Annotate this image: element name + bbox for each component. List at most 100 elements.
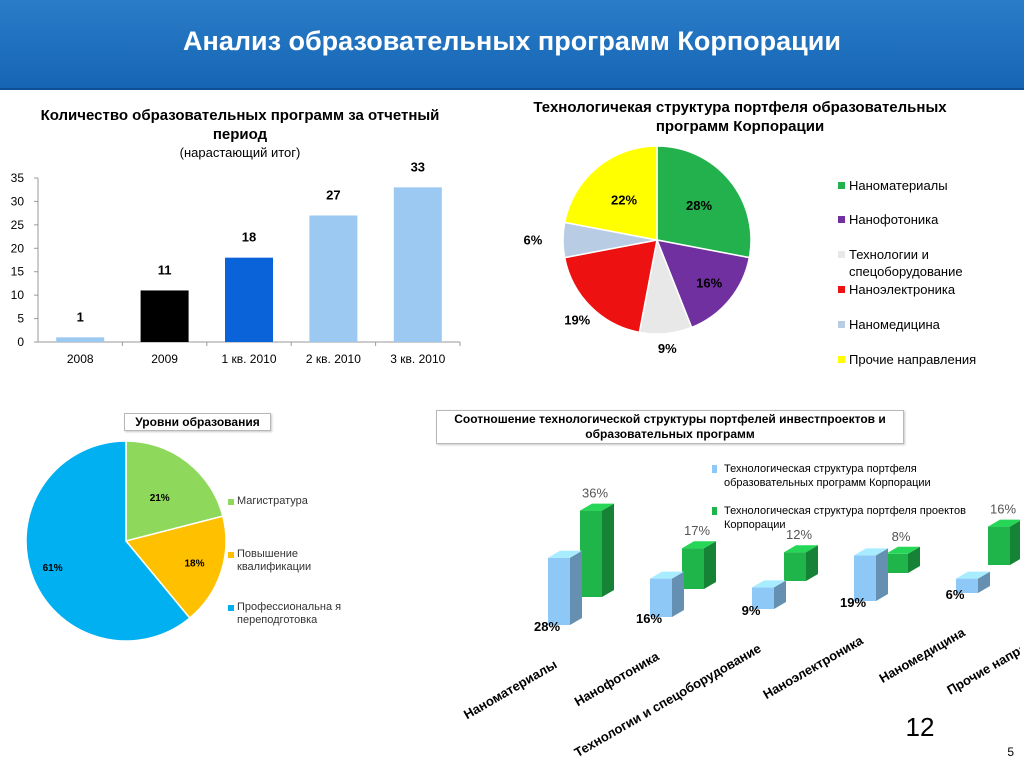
education-pie-slice (125, 440, 224, 542)
bar-front (956, 578, 978, 593)
legend-swatch (228, 499, 234, 505)
bar-top (548, 550, 582, 558)
bar (56, 337, 105, 342)
education-pie-slice-label: 18% (184, 559, 204, 570)
x-category-label: Наноматериалы (461, 657, 559, 723)
bar-top (956, 571, 990, 579)
y-tick-label: 15 (11, 265, 25, 279)
bar (225, 257, 273, 342)
bar-top (988, 519, 1020, 527)
bar-side (978, 571, 990, 593)
bar-front (886, 553, 908, 573)
y-tick-label: 5 (17, 312, 24, 326)
y-tick-label: 20 (11, 241, 25, 255)
bar-data-label: 1 (77, 309, 84, 324)
legend-swatch (838, 286, 845, 293)
legend-swatch (838, 321, 845, 328)
bar-side (570, 550, 582, 625)
legend-label: Нанофотоника (849, 212, 939, 227)
comparison-3d-bar-chart: 36% 28% Наноматериалы 17% 16% Нанофотоника 12%… (461, 486, 1020, 760)
bar-3d (548, 550, 582, 625)
portfolio-pie-slice-label: 6% (524, 233, 543, 248)
portfolio-pie-slice-label: 28% (686, 198, 712, 213)
portfolio-pie-slice (563, 239, 658, 334)
bar (309, 215, 358, 342)
bar-3d (682, 541, 716, 589)
bar-chart-title: Количество образовательных программ за о… (40, 107, 440, 143)
bar-data-label: 12% (786, 527, 812, 542)
bar-data-label: 36% (582, 486, 608, 501)
education-pie-slice (25, 440, 191, 642)
bar-front (650, 578, 672, 617)
bar-front (682, 548, 704, 589)
bar-3d (886, 546, 920, 573)
bar-front (988, 526, 1010, 565)
x-tick-label: 1 кв. 2010 (222, 352, 277, 366)
portfolio-pie-slice-label: 19% (564, 312, 590, 327)
y-tick-label: 10 (11, 288, 25, 302)
legend-label: Профессиональна я переподготовка (237, 601, 342, 626)
bar-side (602, 503, 614, 597)
y-tick-label: 35 (11, 171, 25, 185)
x-category-label: Наноэлектроника (760, 632, 866, 702)
x-category-label: Технологии и спецоборудование (572, 641, 764, 760)
portfolio-pie-slice (563, 145, 658, 241)
legend-swatch (228, 605, 234, 611)
bar-chart-subtitle: (нарастающий итог) (179, 145, 301, 160)
bar-data-label: 17% (684, 523, 710, 538)
bar-front (752, 587, 774, 609)
y-tick-label: 25 (11, 218, 25, 232)
page-number: 12 (905, 712, 935, 742)
legend-label: Наноматериалы (849, 178, 948, 193)
bar-side (908, 546, 920, 573)
bar-data-label: 8% (892, 529, 911, 544)
portfolio-pie-chart: 28% 16% 9% 19% 6% 22% (524, 145, 752, 356)
x-tick-label: 2009 (151, 352, 178, 366)
bar-top (854, 548, 888, 556)
bar-top (650, 571, 684, 579)
x-tick-label: 2008 (67, 352, 94, 366)
legend-swatch (838, 251, 845, 258)
bar-data-label: 28% (534, 619, 560, 634)
education-pie-slice-label: 21% (150, 493, 170, 504)
bar-side (774, 580, 786, 609)
legend-label: Технологическая структура портфеля проек… (724, 505, 966, 531)
x-tick-label: 3 кв. 2010 (390, 352, 445, 366)
bar-3d (988, 519, 1020, 565)
bar-data-label: 11 (158, 262, 172, 277)
bar-data-label: 9% (742, 603, 761, 618)
legend-label: Технологическая структура портфеля образ… (724, 463, 931, 489)
bar-3d (854, 548, 888, 601)
legend-swatch (228, 552, 234, 558)
legend-swatch (838, 356, 845, 363)
bar-3d (956, 571, 990, 593)
slide-title: Анализ образовательных программ Корпорац… (183, 26, 841, 56)
slide-number: 5 (1007, 745, 1014, 759)
portfolio-pie-slice-label: 16% (696, 276, 722, 291)
bar-3d (650, 571, 684, 617)
legend-swatch (712, 507, 717, 515)
bar-3d (580, 503, 614, 597)
bar-chart: 0 5 10 15 20 25 30 35 1 2008 11 2009 18 1 кв. 2010 27 2… (11, 160, 461, 366)
bar-top (752, 580, 786, 588)
slide-header: Анализ образовательных программ Корпорац… (0, 0, 1024, 90)
bar-data-label: 33 (411, 160, 425, 174)
bar-data-label: 6% (946, 587, 965, 602)
x-category-label: Наномедицина (877, 624, 969, 686)
bar-3d (752, 580, 786, 609)
bar-side (1010, 520, 1020, 565)
legend-swatch (838, 216, 845, 223)
bar-side (704, 541, 716, 589)
legend-swatch (712, 465, 717, 473)
bar (393, 187, 442, 342)
portfolio-pie-slice (655, 239, 751, 329)
bar-top (580, 503, 614, 511)
bar-side (672, 571, 684, 617)
x-category-label: Нанофотоника (572, 648, 662, 709)
comparison-chart-title: Соотношение технологической структуры по… (436, 410, 904, 444)
legend-label: Прочие направления (849, 352, 977, 367)
bar-front (784, 552, 806, 581)
bar-data-label: 16% (636, 611, 662, 626)
bar-top (886, 546, 920, 554)
y-tick-label: 30 (11, 194, 25, 208)
